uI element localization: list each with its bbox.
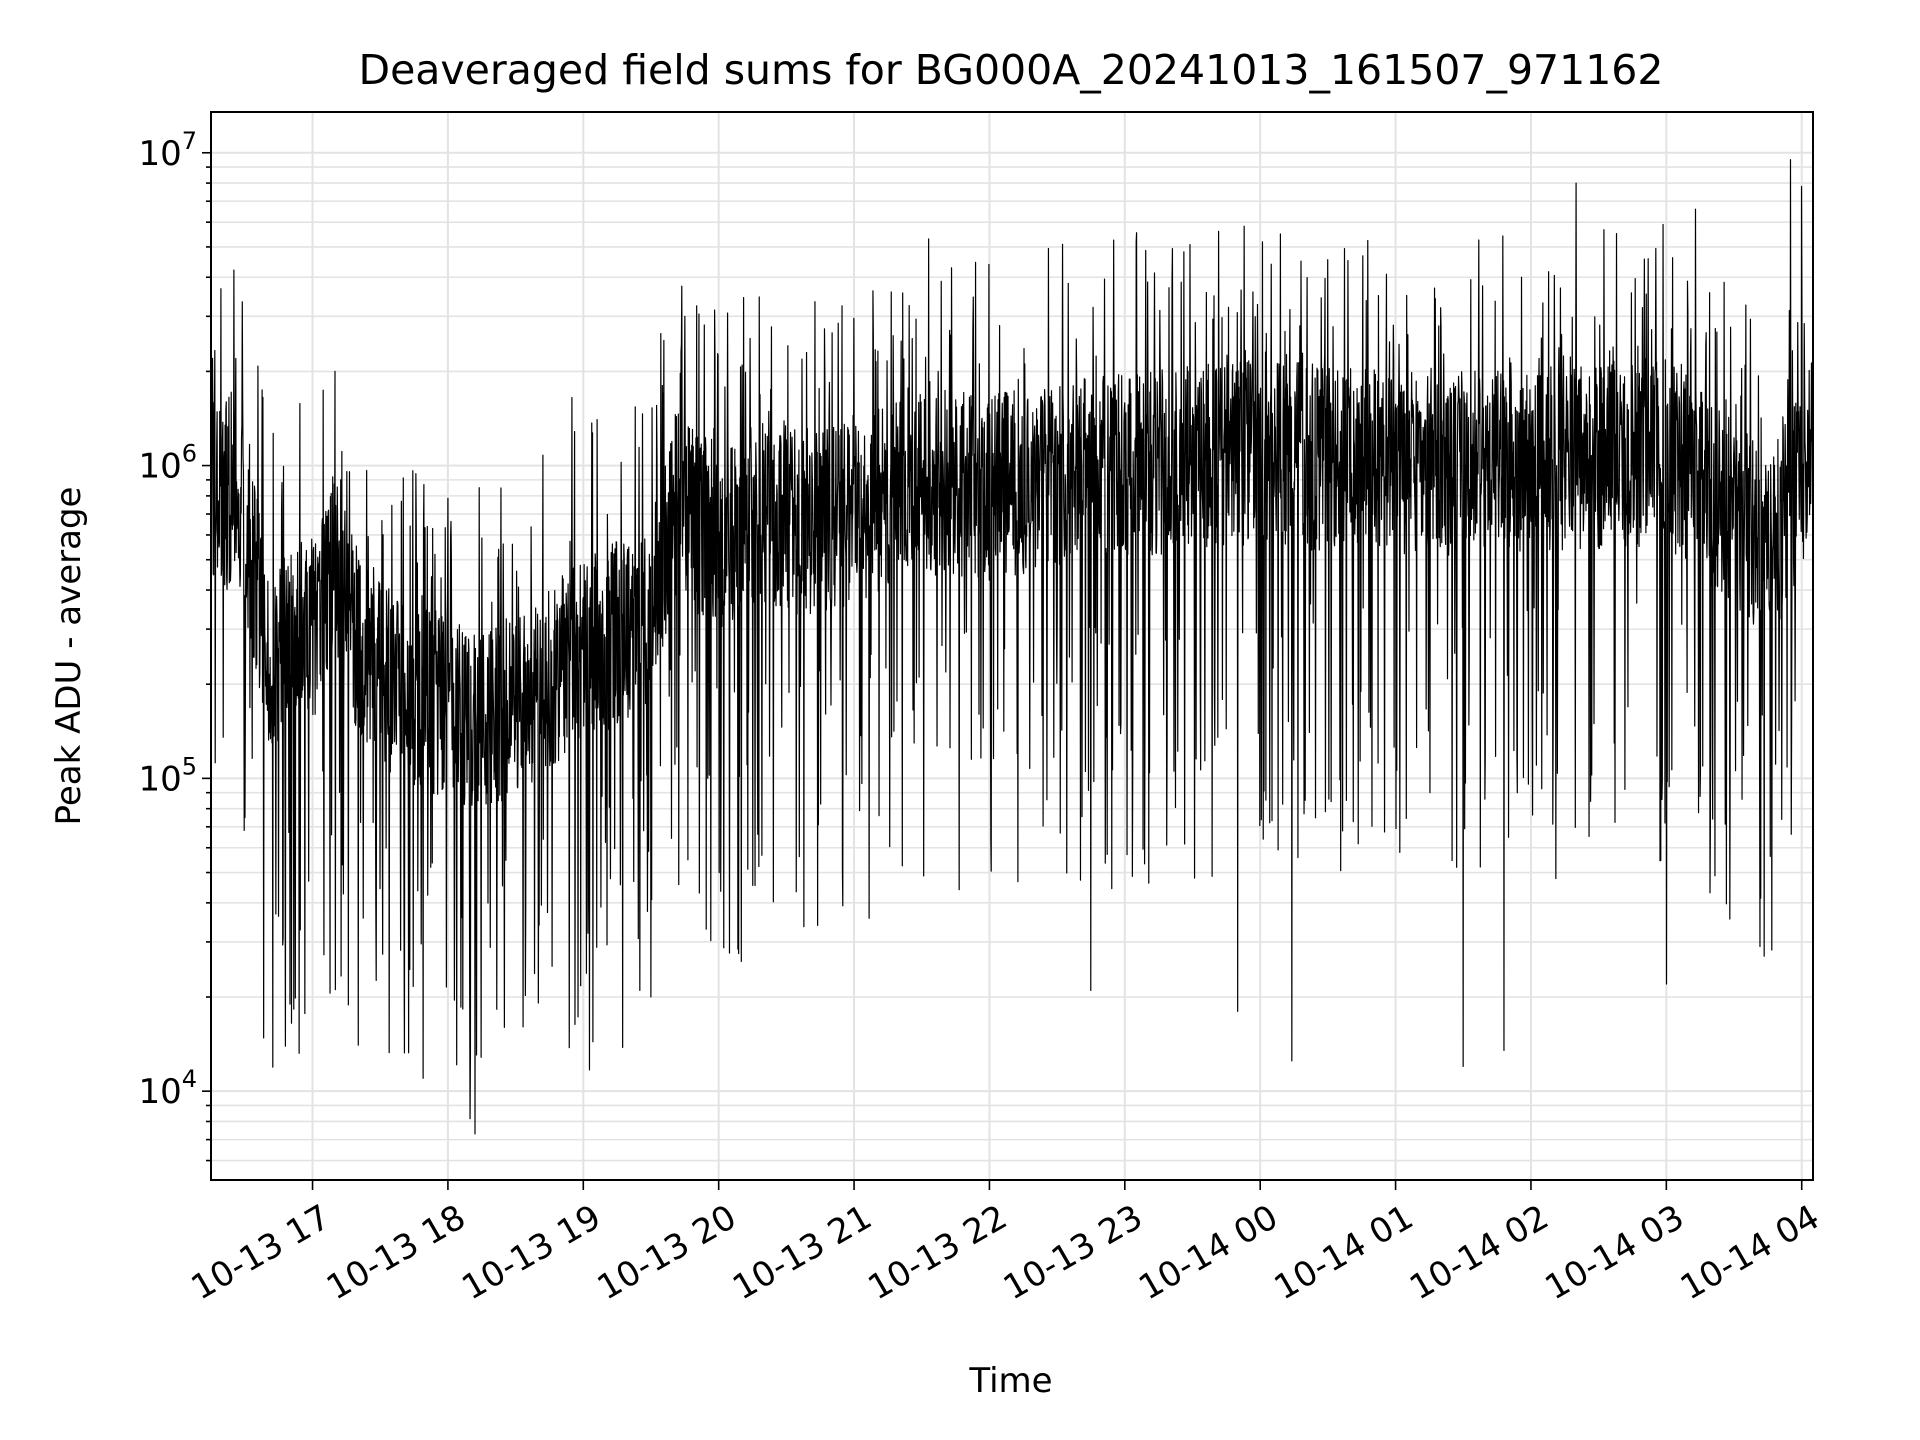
- y-tick-label: 106: [138, 440, 197, 487]
- y-tick-label-base: 10: [138, 759, 181, 799]
- y-tick-label-exponent: 5: [182, 752, 197, 780]
- y-tick-label-exponent: 4: [182, 1065, 197, 1093]
- y-axis-label: Peak ADU - average: [49, 487, 89, 826]
- y-tick-label-base: 10: [138, 1072, 181, 1112]
- chart-title: Deaveraged field sums for BG000A_2024101…: [359, 46, 1664, 94]
- data-layer: [210, 159, 1814, 1135]
- plot-frame: [210, 111, 1814, 1181]
- y-tick-label-base: 10: [138, 134, 181, 174]
- y-tick-label: 105: [138, 752, 197, 799]
- x-axis-label: Time: [968, 1361, 1052, 1401]
- y-tick-label: 107: [138, 127, 197, 174]
- y-tick-label-exponent: 6: [182, 440, 197, 468]
- series-line: [210, 159, 1814, 1135]
- y-tick-label-exponent: 7: [182, 127, 197, 155]
- y-tick-label-base: 10: [138, 447, 181, 487]
- y-tick-label: 104: [138, 1065, 197, 1112]
